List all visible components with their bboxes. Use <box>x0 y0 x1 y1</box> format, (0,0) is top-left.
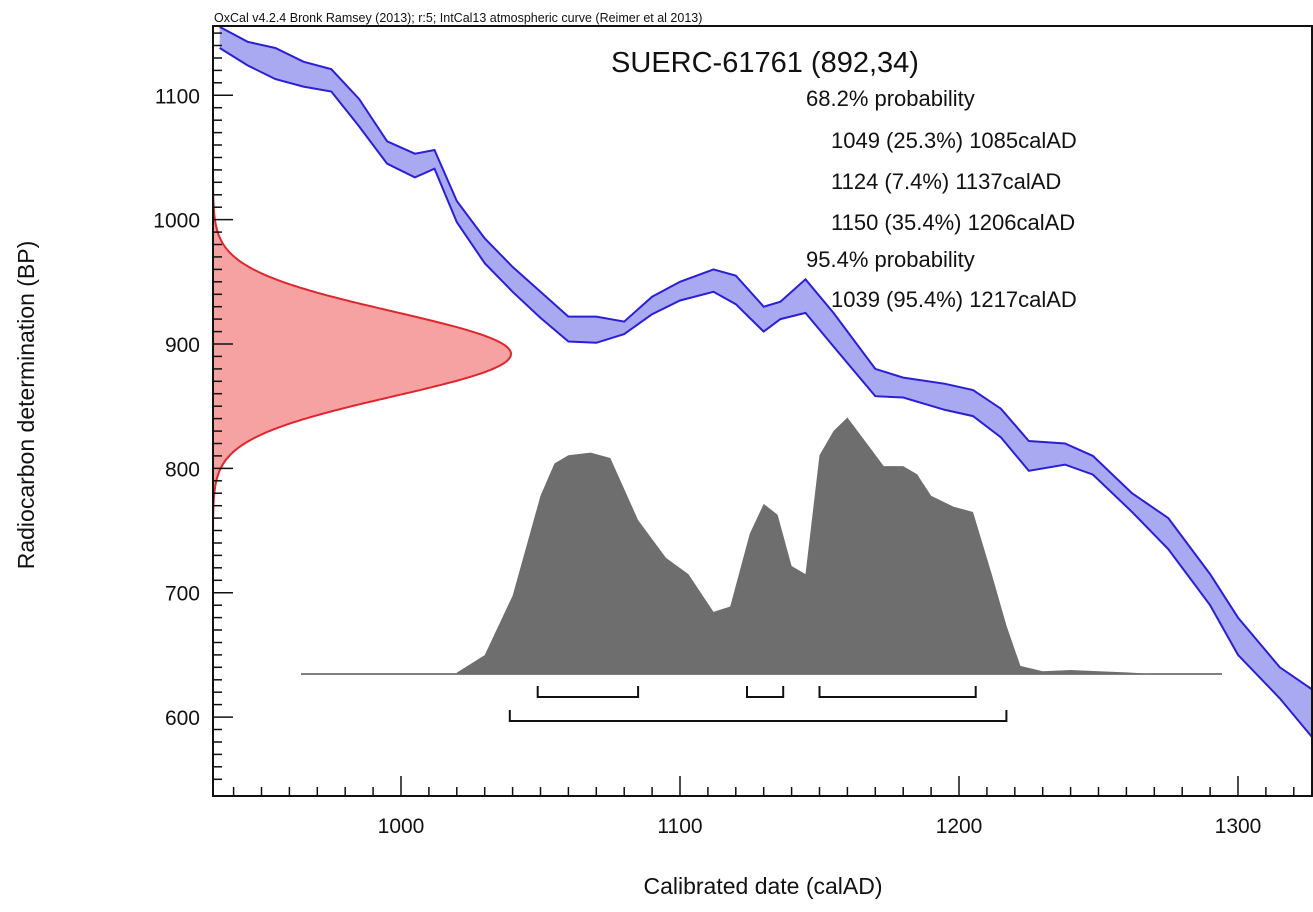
x-axis-label: Calibrated date (calAD) <box>643 873 882 899</box>
radiocarbon-distribution-fill <box>213 176 511 532</box>
y-tick-label: 1000 <box>153 210 200 233</box>
sigma1-range-3: 1150 (35.4%) 1206calAD <box>831 210 1075 235</box>
sigma1-bracket-3 <box>818 686 977 698</box>
chart-title: SUERC-61761 (892,34) <box>611 47 919 79</box>
sigma1-label: 68.2% probability <box>806 86 975 111</box>
y-tick-label: 800 <box>165 458 200 481</box>
y-tick-label: 900 <box>165 334 200 357</box>
x-tick-label: 1000 <box>378 815 425 838</box>
radiocarbon-distribution-outline <box>213 177 513 532</box>
x-tick-label: 1100 <box>657 815 702 838</box>
y-axis-label: Radiocarbon determination (BP) <box>13 241 39 570</box>
axes-layer: 1000 1100 1200 1300 600 700 800 900 1000 1100 <box>153 25 1313 838</box>
calibration-curve-lower <box>219 47 1312 739</box>
x-tick-label: 1300 <box>1215 815 1262 838</box>
sigma1-bracket-1 <box>536 686 640 698</box>
sigma2-range-1: 1039 (95.4%) 1217calAD <box>831 287 1077 312</box>
posterior-distribution-layer <box>301 417 1222 675</box>
plot-frame <box>212 25 1313 797</box>
sigma2-label: 95.4% probability <box>806 247 975 272</box>
sigma1-range-1: 1049 (25.3%) 1085calAD <box>831 128 1077 153</box>
x-tick-label: 1200 <box>936 815 983 838</box>
y-tick-label: 600 <box>165 707 200 730</box>
posterior-distribution-area <box>456 417 1155 674</box>
calibration-curve-layer <box>219 26 1312 739</box>
y-tick-label: 1100 <box>155 85 200 108</box>
sigma1-bracket-2 <box>746 686 785 698</box>
chart-header: OxCal v4.2.4 Bronk Ramsey (2013); r:5; I… <box>214 11 702 25</box>
sigma2-bracket-1 <box>508 710 1008 722</box>
radiocarbon-distribution-layer <box>213 176 513 532</box>
probability-ranges-layer <box>508 686 1008 722</box>
y-tick-label: 700 <box>165 583 200 606</box>
calibration-curve-upper <box>219 26 1312 691</box>
sigma1-range-2: 1124 (7.4%) 1137calAD <box>831 169 1061 194</box>
